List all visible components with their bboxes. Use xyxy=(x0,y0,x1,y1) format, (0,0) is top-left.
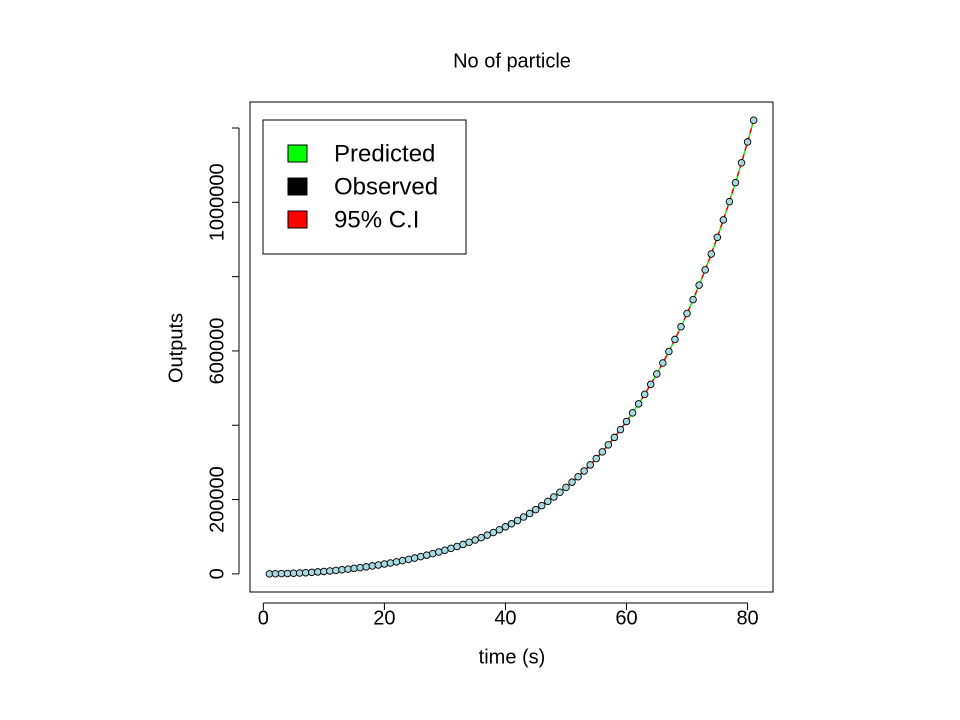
data-point xyxy=(435,548,443,556)
data-point xyxy=(586,461,594,469)
legend-label: Observed xyxy=(334,173,438,200)
legend-label: 95% C.I xyxy=(334,206,419,233)
data-point xyxy=(392,558,401,566)
plot-frame xyxy=(249,101,774,593)
data-point xyxy=(447,544,455,553)
data-point xyxy=(356,563,364,572)
data-point xyxy=(604,441,613,449)
data-point xyxy=(695,281,703,289)
data-point xyxy=(429,549,437,558)
y-axis-label: Outputs xyxy=(165,313,187,383)
data-point xyxy=(374,561,383,569)
data-point xyxy=(483,531,492,539)
data-point xyxy=(671,335,679,344)
data-point xyxy=(380,560,389,568)
data-point xyxy=(326,567,334,575)
data-point xyxy=(598,448,607,456)
data-point xyxy=(368,562,377,570)
data-point xyxy=(513,516,522,525)
x-tick-label: 80 xyxy=(736,607,758,629)
data-point xyxy=(301,568,310,577)
chart-title: No of particle xyxy=(453,50,571,72)
data-point xyxy=(416,552,425,561)
data-point xyxy=(362,563,370,571)
data-point xyxy=(410,554,419,562)
data-point xyxy=(531,505,540,514)
data-point xyxy=(665,347,673,356)
data-point xyxy=(320,567,328,576)
data-point xyxy=(628,409,637,417)
data-point xyxy=(574,472,582,481)
data-point xyxy=(344,565,352,573)
data-point xyxy=(314,568,322,576)
data-point xyxy=(622,417,631,426)
data-point xyxy=(307,568,316,577)
data-point xyxy=(556,488,564,497)
legend-key xyxy=(287,144,308,163)
x-axis-label: time (s) xyxy=(479,646,546,668)
data-point xyxy=(441,546,449,554)
data-point xyxy=(749,116,758,124)
data-point xyxy=(538,501,546,510)
x-tick-label: 40 xyxy=(494,607,516,629)
data-point xyxy=(707,250,716,258)
data-point xyxy=(701,266,709,274)
x-tick-label: 20 xyxy=(373,607,395,629)
data-point xyxy=(689,295,697,304)
data-point xyxy=(737,158,746,167)
data-point xyxy=(489,528,498,537)
series-line xyxy=(269,120,755,575)
data-point xyxy=(683,309,691,318)
data-point xyxy=(501,523,510,531)
y-tick-label: 1000000 xyxy=(206,163,228,241)
data-point xyxy=(592,454,600,463)
data-point xyxy=(295,569,304,577)
x-tick-label: 60 xyxy=(615,607,637,629)
x-tick-label: 0 xyxy=(258,607,269,629)
data-point xyxy=(634,400,643,408)
data-point xyxy=(610,433,619,442)
y-tick-label: 600000 xyxy=(206,318,228,385)
data-point xyxy=(743,138,752,146)
data-point xyxy=(640,390,649,399)
legend-label: Predicted xyxy=(334,140,435,167)
data-point xyxy=(519,513,528,521)
data-point xyxy=(580,467,588,475)
data-point xyxy=(562,483,570,492)
data-point xyxy=(495,525,504,534)
legend-key xyxy=(287,177,308,196)
data-point xyxy=(719,216,728,224)
data-point xyxy=(507,519,516,528)
data-point xyxy=(646,380,655,389)
y-tick-label: 200000 xyxy=(206,466,228,533)
data-point xyxy=(350,564,358,573)
data-point xyxy=(289,569,298,578)
data-point xyxy=(725,197,734,206)
data-point xyxy=(568,478,576,486)
data-point xyxy=(731,178,740,187)
data-point xyxy=(525,509,534,518)
data-point xyxy=(677,323,685,331)
data-point xyxy=(423,551,431,559)
data-point xyxy=(453,542,461,551)
y-tick-label: 0 xyxy=(206,568,228,579)
data-point xyxy=(659,359,667,367)
data-point xyxy=(332,566,340,575)
data-point xyxy=(544,497,552,506)
data-point xyxy=(653,370,661,378)
data-point xyxy=(550,493,558,501)
data-point xyxy=(404,555,413,564)
data-point xyxy=(398,556,407,565)
data-point xyxy=(616,425,625,434)
data-point xyxy=(713,233,722,242)
data-point xyxy=(338,566,346,574)
legend-key xyxy=(287,210,308,229)
data-point xyxy=(386,559,395,567)
